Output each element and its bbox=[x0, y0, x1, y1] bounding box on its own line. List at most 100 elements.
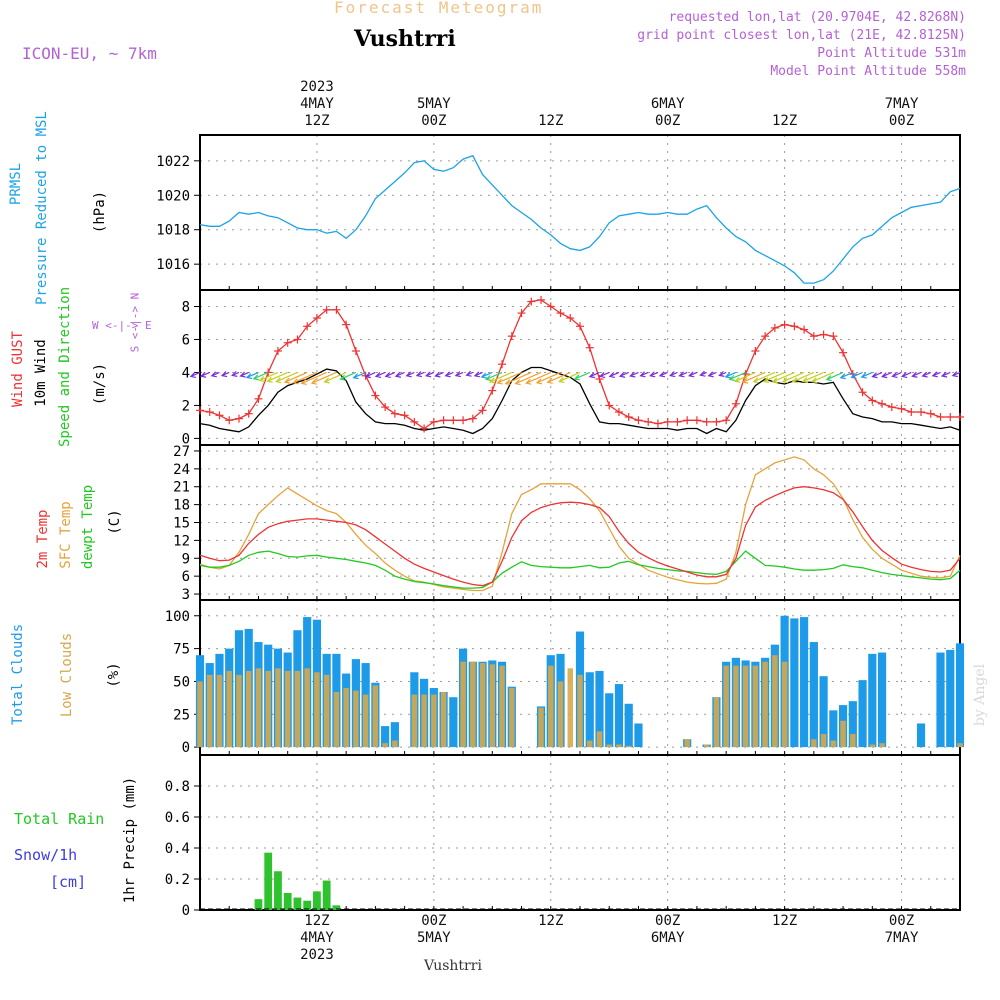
wind-arrow-head bbox=[384, 372, 391, 379]
wind-arrow bbox=[365, 371, 376, 378]
bottom-time-label: 00Z 7MAY bbox=[862, 913, 942, 947]
wind-arrow-head bbox=[258, 376, 265, 383]
wind-arrow-head bbox=[629, 371, 636, 378]
total-cloud-bar bbox=[614, 684, 624, 748]
y-tick-label: 4 bbox=[182, 365, 190, 381]
wind-arrow-head bbox=[220, 371, 228, 378]
wind-arrow-head bbox=[810, 377, 818, 384]
wind-arrow-head bbox=[839, 373, 846, 380]
low-cloud-bar bbox=[606, 744, 612, 748]
wind-arrow-head bbox=[514, 379, 521, 386]
low-cloud-bar bbox=[625, 745, 632, 748]
wind-arrow-head bbox=[454, 371, 461, 378]
wind-arrow bbox=[782, 371, 805, 383]
low-cloud-bar bbox=[343, 688, 349, 748]
low-cloud-bar bbox=[772, 655, 778, 748]
y-tick-label: 24 bbox=[173, 462, 190, 478]
total-cloud-bar bbox=[595, 670, 604, 748]
low-cloud-bar bbox=[323, 674, 330, 748]
wind-arrow bbox=[253, 371, 269, 380]
y-tick-label: 0.6 bbox=[165, 810, 190, 826]
low-cloud-bar bbox=[489, 664, 496, 748]
wind-arrow bbox=[881, 371, 893, 378]
clouds-unit: (%) bbox=[106, 662, 122, 688]
wind-arrow-head bbox=[488, 377, 496, 384]
time-label-line: 5MAY bbox=[416, 930, 451, 946]
y-tick-label: 6 bbox=[182, 332, 190, 348]
wind-arrow bbox=[375, 371, 386, 377]
y-tick-label: 21 bbox=[173, 480, 190, 496]
low-cloud-bar bbox=[304, 668, 310, 748]
total-clouds-label: Total Clouds bbox=[10, 623, 26, 725]
wind-arrow-head bbox=[496, 378, 503, 385]
wind-arrow-head bbox=[199, 371, 207, 378]
time-label-line: 4MAY bbox=[300, 96, 334, 112]
low-cloud-bar bbox=[226, 670, 232, 748]
time-label-line: 12Z bbox=[538, 113, 564, 129]
low-cloud-bar bbox=[781, 661, 788, 748]
pressure-label-2: Pressure Reduced to MSL bbox=[34, 111, 50, 305]
model-altitude: Model Point Altitude 558m bbox=[770, 64, 966, 79]
requested-coords: requested lon,lat (20.9704E, 42.8268N) bbox=[668, 10, 966, 25]
wind-arrow-head bbox=[658, 371, 666, 378]
total-cloud-bar bbox=[916, 723, 926, 748]
wind-arrow bbox=[734, 371, 756, 382]
y-tick-label: 1018 bbox=[156, 223, 190, 239]
wind-arrow-head bbox=[791, 377, 798, 384]
low-cloud-bar bbox=[587, 740, 593, 748]
low-cloud-bar bbox=[577, 674, 583, 748]
wind-arrow bbox=[340, 371, 357, 380]
wind-arrow bbox=[301, 371, 327, 384]
low-cloud-bar bbox=[314, 672, 320, 748]
wind-arrow-head bbox=[718, 370, 725, 377]
wind-arrow bbox=[826, 371, 844, 381]
watermark: by Angel bbox=[972, 663, 988, 727]
low-cloud-bar bbox=[431, 694, 437, 748]
wind-arrow bbox=[609, 371, 620, 377]
y-tick-label: 0.8 bbox=[165, 779, 190, 795]
wind-arrow bbox=[497, 371, 522, 384]
low-cloud-bar bbox=[820, 733, 827, 748]
time-label-line: 7MAY bbox=[884, 96, 919, 112]
y-tick-label: 1020 bbox=[156, 188, 190, 204]
top-time-label: 5MAY 00Z bbox=[394, 96, 474, 130]
wind-arrow-head bbox=[323, 377, 330, 384]
top-time-label: 12Z bbox=[511, 113, 591, 130]
low-cloud-bar bbox=[684, 739, 690, 748]
y-tick-label: 0 bbox=[182, 431, 190, 447]
wind-arrow bbox=[311, 371, 337, 384]
gust-label: Wind GUST bbox=[10, 331, 26, 407]
y-tick-label: 0.2 bbox=[165, 872, 190, 888]
time-label-line: 6MAY bbox=[650, 930, 685, 946]
rain-bar bbox=[264, 852, 273, 910]
wind-arrow-head bbox=[900, 372, 908, 379]
wind-arrow bbox=[742, 371, 766, 383]
wind-arrow bbox=[802, 371, 824, 383]
wind-arrow-head bbox=[678, 371, 685, 378]
wind-arrow-head bbox=[444, 371, 451, 378]
time-label-line: 2023 bbox=[300, 79, 334, 95]
wind-arrow-head bbox=[484, 374, 492, 381]
time-label-line: 12Z bbox=[771, 913, 798, 929]
wind-arrow bbox=[259, 371, 279, 381]
wind-arrow-head bbox=[931, 371, 938, 378]
rain-bar bbox=[303, 900, 312, 910]
low-cloud-bar bbox=[548, 665, 554, 748]
total-cloud-bar bbox=[800, 617, 809, 748]
wind-arrow bbox=[753, 371, 776, 383]
time-label-line: 00Z bbox=[888, 913, 915, 929]
sfc-temp-label: SFC Temp bbox=[58, 501, 74, 569]
wind-arrow bbox=[190, 371, 201, 377]
y-tick-label: 18 bbox=[173, 498, 190, 514]
time-label-line: 00Z bbox=[421, 913, 447, 929]
pressure-label-1: PRMSL bbox=[8, 162, 24, 206]
low-cloud-bar bbox=[957, 743, 963, 748]
wind-arrow-head bbox=[465, 370, 472, 377]
wind-arrow-head bbox=[245, 373, 253, 380]
wind-arrow-head bbox=[734, 376, 741, 383]
low-cloud-bar bbox=[245, 670, 252, 748]
y-tick-label: 3 bbox=[182, 587, 190, 603]
wind-arrow bbox=[515, 371, 542, 385]
wind-arrow-head bbox=[374, 372, 382, 379]
